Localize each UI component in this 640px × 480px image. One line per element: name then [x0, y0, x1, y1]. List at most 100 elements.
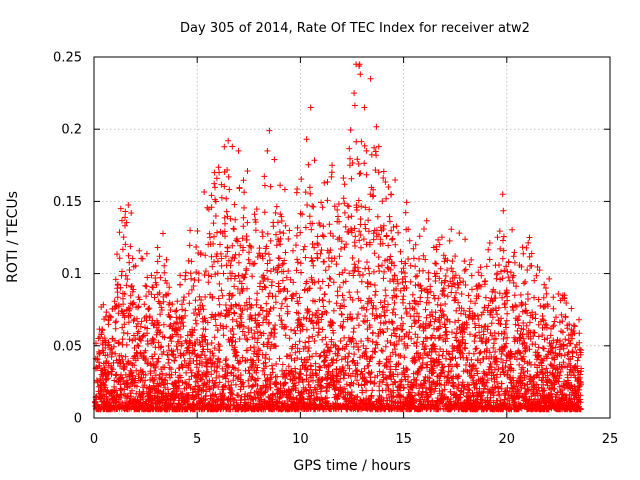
- data-point: [496, 290, 503, 297]
- data-point: [322, 334, 329, 341]
- data-point: [136, 247, 143, 254]
- data-point: [437, 332, 444, 339]
- data-point: [302, 343, 309, 350]
- data-point: [171, 357, 178, 364]
- data-point: [472, 313, 479, 320]
- data-point: [310, 377, 316, 384]
- data-point: [281, 285, 288, 292]
- data-point: [163, 256, 170, 263]
- data-point: [315, 241, 322, 248]
- data-point: [230, 331, 237, 338]
- data-point: [520, 250, 527, 257]
- data-point: [355, 311, 362, 318]
- data-point: [392, 379, 399, 386]
- data-point: [505, 259, 512, 266]
- data-point: [197, 354, 203, 361]
- data-point: [438, 234, 445, 241]
- data-point: [260, 319, 266, 326]
- data-point: [333, 366, 340, 373]
- data-point: [540, 294, 547, 301]
- data-point: [231, 310, 238, 317]
- data-point: [202, 268, 209, 275]
- data-point: [348, 316, 355, 323]
- data-point: [430, 292, 437, 299]
- data-point: [218, 287, 225, 294]
- data-point: [483, 263, 490, 270]
- data-point: [420, 252, 427, 259]
- data-point: [403, 199, 410, 206]
- data-point: [387, 353, 394, 360]
- data-point: [343, 241, 350, 248]
- data-point: [286, 227, 293, 234]
- data-point: [204, 368, 211, 375]
- data-point: [193, 364, 200, 371]
- data-point: [109, 366, 116, 373]
- data-point: [342, 223, 349, 230]
- data-point: [376, 358, 383, 365]
- data-point: [157, 300, 163, 307]
- data-point: [432, 348, 439, 355]
- data-point: [311, 157, 318, 164]
- data-point: [477, 349, 484, 356]
- data-point: [245, 377, 252, 384]
- data-point: [311, 338, 318, 344]
- data-point: [317, 388, 324, 395]
- data-point: [338, 368, 345, 375]
- data-point: [536, 352, 542, 359]
- data-point: [437, 302, 444, 309]
- data-point: [353, 138, 360, 145]
- data-point: [280, 286, 287, 293]
- data-point: [304, 202, 311, 208]
- data-point: [294, 186, 301, 192]
- data-point: [324, 344, 331, 351]
- data-point: [454, 284, 461, 291]
- data-point: [541, 345, 547, 352]
- data-point: [375, 254, 382, 261]
- data-point: [320, 233, 327, 240]
- data-point: [124, 377, 130, 384]
- data-point: [257, 386, 264, 393]
- data-point: [274, 219, 281, 226]
- data-point: [419, 388, 426, 395]
- data-point: [354, 156, 361, 163]
- data-point: [486, 240, 493, 246]
- data-point: [416, 255, 422, 262]
- data-point: [320, 223, 327, 230]
- data-point: [252, 227, 259, 234]
- data-point: [176, 365, 183, 372]
- data-point: [461, 329, 468, 336]
- data-point: [388, 318, 395, 325]
- data-point: [382, 287, 389, 294]
- data-point: [272, 209, 279, 216]
- data-point: [287, 390, 294, 397]
- data-point: [364, 298, 371, 305]
- data-point: [380, 369, 387, 376]
- data-point: [345, 353, 352, 360]
- data-point: [163, 280, 170, 287]
- data-point: [199, 343, 206, 350]
- data-point: [203, 369, 210, 376]
- data-point: [176, 382, 182, 389]
- data-point: [414, 334, 421, 341]
- data-point: [341, 346, 348, 352]
- data-point: [436, 241, 443, 248]
- data-point: [355, 346, 362, 353]
- data-point: [232, 338, 239, 345]
- data-point: [372, 345, 379, 352]
- data-point: [437, 323, 444, 330]
- data-point: [290, 279, 297, 286]
- data-point: [355, 161, 362, 167]
- data-point: [341, 267, 348, 273]
- data-point: [210, 352, 217, 359]
- data-point: [369, 338, 376, 345]
- data-point: [121, 321, 128, 328]
- data-point: [340, 195, 347, 202]
- data-point: [452, 296, 459, 303]
- data-point: [314, 255, 321, 262]
- data-point: [292, 330, 299, 337]
- data-point: [230, 364, 237, 371]
- data-point: [221, 143, 228, 150]
- data-point: [168, 338, 175, 345]
- data-point: [368, 392, 375, 399]
- data-point: [423, 217, 430, 224]
